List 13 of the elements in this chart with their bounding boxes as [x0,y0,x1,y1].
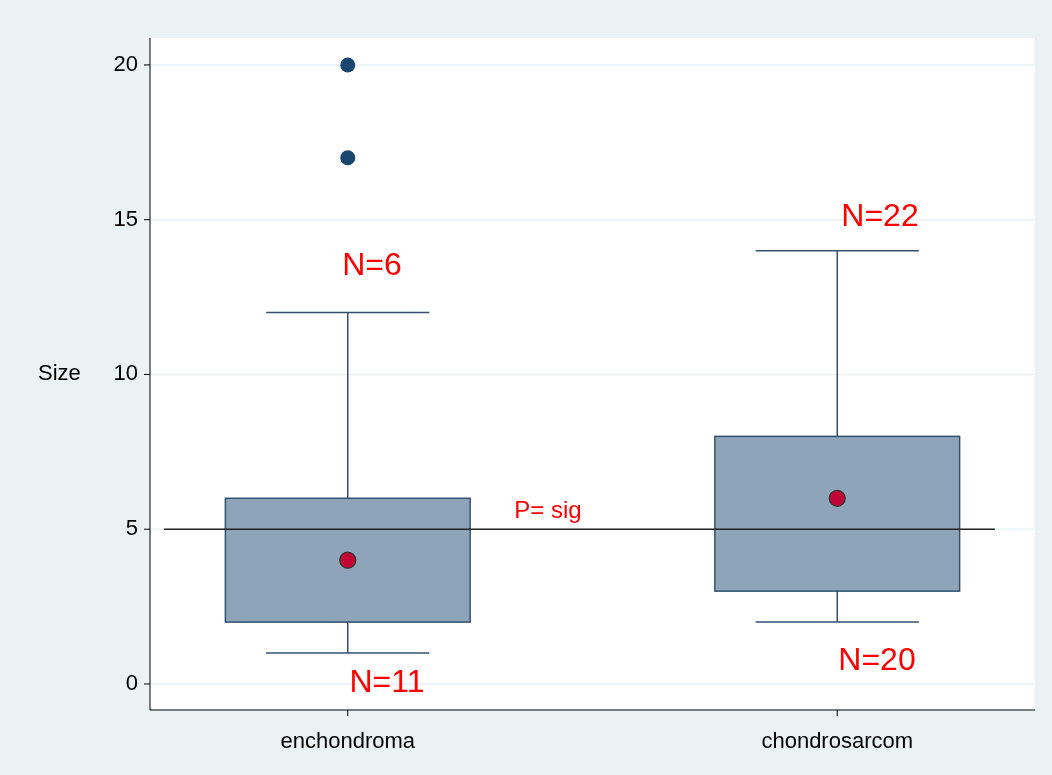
x-tick-label: chondrosarcom [761,728,914,753]
annotation: N=22 [841,197,919,234]
y-tick-label: 20 [113,50,138,76]
y-tick-label: 15 [113,205,138,231]
y-tick-label: 10 [113,360,138,386]
y-tick-label: 0 [125,669,138,695]
y-tick-label: 5 [125,515,138,541]
annotation: P= sig [514,496,582,524]
annotation: N=6 [342,246,402,283]
y-axis-title: Size [38,360,81,386]
x-tick-label: enchondroma [280,728,416,753]
annotation: N=11 [349,663,425,700]
annotation: N=20 [838,641,916,678]
